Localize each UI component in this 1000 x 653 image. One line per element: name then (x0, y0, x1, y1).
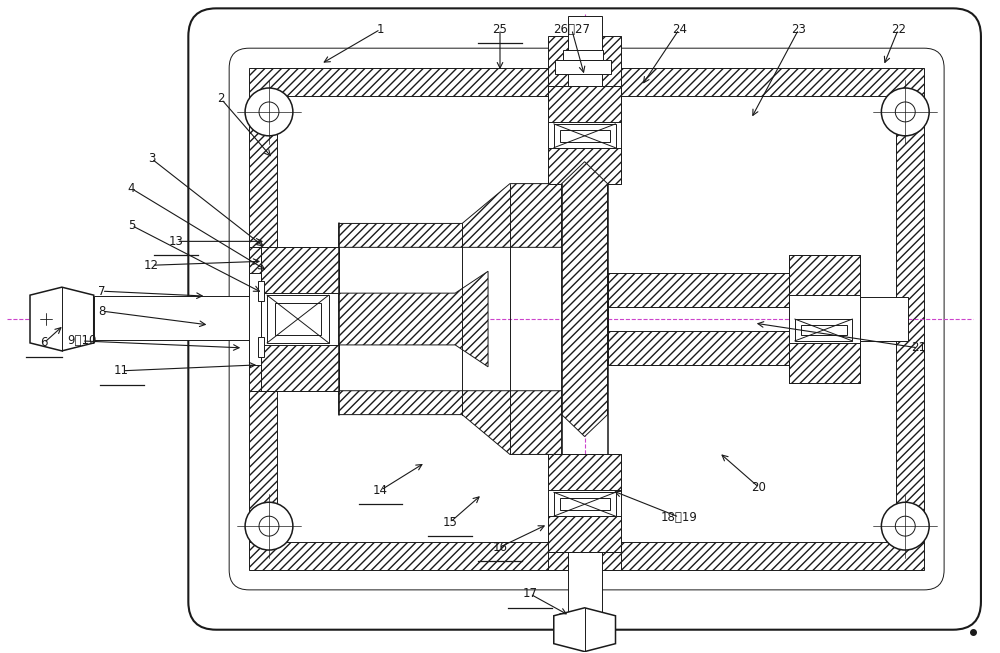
Polygon shape (789, 343, 860, 383)
Polygon shape (249, 96, 277, 542)
Circle shape (259, 516, 279, 536)
Text: 23: 23 (791, 23, 806, 36)
Bar (560, 498, 610, 510)
Circle shape (259, 102, 279, 122)
Polygon shape (554, 608, 616, 652)
Text: 24: 24 (672, 23, 687, 36)
Text: 8: 8 (98, 304, 105, 317)
Circle shape (881, 88, 929, 136)
Bar (560, 130, 610, 142)
Polygon shape (608, 273, 860, 365)
Polygon shape (339, 271, 488, 367)
Text: 5: 5 (128, 219, 135, 232)
Circle shape (895, 102, 915, 122)
Circle shape (245, 502, 293, 550)
Text: 20: 20 (751, 481, 766, 494)
Polygon shape (261, 247, 339, 293)
Text: 18、19: 18、19 (661, 511, 698, 524)
Text: 14: 14 (373, 484, 388, 497)
Polygon shape (339, 183, 562, 247)
Text: 25: 25 (493, 23, 507, 36)
Polygon shape (602, 552, 621, 570)
Bar (554, 124, 616, 148)
Polygon shape (249, 247, 261, 273)
Polygon shape (602, 36, 621, 86)
Text: 21: 21 (911, 342, 926, 355)
Polygon shape (608, 273, 860, 307)
Text: 1: 1 (377, 23, 384, 36)
Text: 9、10: 9、10 (67, 334, 96, 347)
Polygon shape (261, 345, 339, 390)
Polygon shape (249, 247, 261, 390)
Polygon shape (789, 255, 860, 295)
Bar (563, 50, 603, 60)
Polygon shape (608, 331, 860, 365)
Bar (795, 319, 852, 341)
Polygon shape (548, 454, 621, 490)
Polygon shape (548, 36, 568, 86)
Polygon shape (249, 68, 924, 96)
Text: 6: 6 (40, 336, 48, 349)
Bar (568, 16, 602, 86)
Text: 11: 11 (114, 364, 129, 377)
Polygon shape (548, 86, 621, 122)
Polygon shape (562, 162, 608, 436)
Text: 7: 7 (98, 285, 105, 298)
Bar (94, 296, 261, 340)
Polygon shape (249, 542, 924, 570)
Bar (267, 295, 329, 343)
Text: 26、27: 26、27 (553, 23, 590, 36)
Text: 4: 4 (128, 182, 135, 195)
Bar (860, 297, 908, 341)
Polygon shape (548, 516, 621, 552)
Circle shape (881, 502, 929, 550)
Bar (258, 337, 264, 357)
Polygon shape (249, 365, 261, 390)
Text: 13: 13 (169, 235, 184, 248)
Bar (568, 552, 602, 616)
Bar (258, 281, 264, 301)
Polygon shape (789, 255, 860, 383)
Polygon shape (548, 454, 621, 552)
Text: 3: 3 (148, 152, 155, 165)
Polygon shape (339, 390, 562, 454)
Text: 12: 12 (144, 259, 159, 272)
Polygon shape (548, 552, 568, 570)
Text: 17: 17 (522, 587, 537, 600)
Bar (275, 303, 321, 335)
Polygon shape (261, 247, 339, 390)
Circle shape (895, 516, 915, 536)
Polygon shape (30, 287, 94, 351)
Text: 2: 2 (217, 93, 225, 106)
Polygon shape (896, 96, 924, 542)
Bar (801, 325, 847, 335)
FancyBboxPatch shape (188, 8, 981, 629)
Text: 22: 22 (891, 23, 906, 36)
Bar (555, 60, 611, 74)
Polygon shape (548, 148, 621, 183)
Text: 16: 16 (492, 541, 507, 554)
Text: 15: 15 (443, 516, 458, 529)
Circle shape (245, 88, 293, 136)
Bar (554, 492, 616, 516)
Polygon shape (548, 86, 621, 183)
